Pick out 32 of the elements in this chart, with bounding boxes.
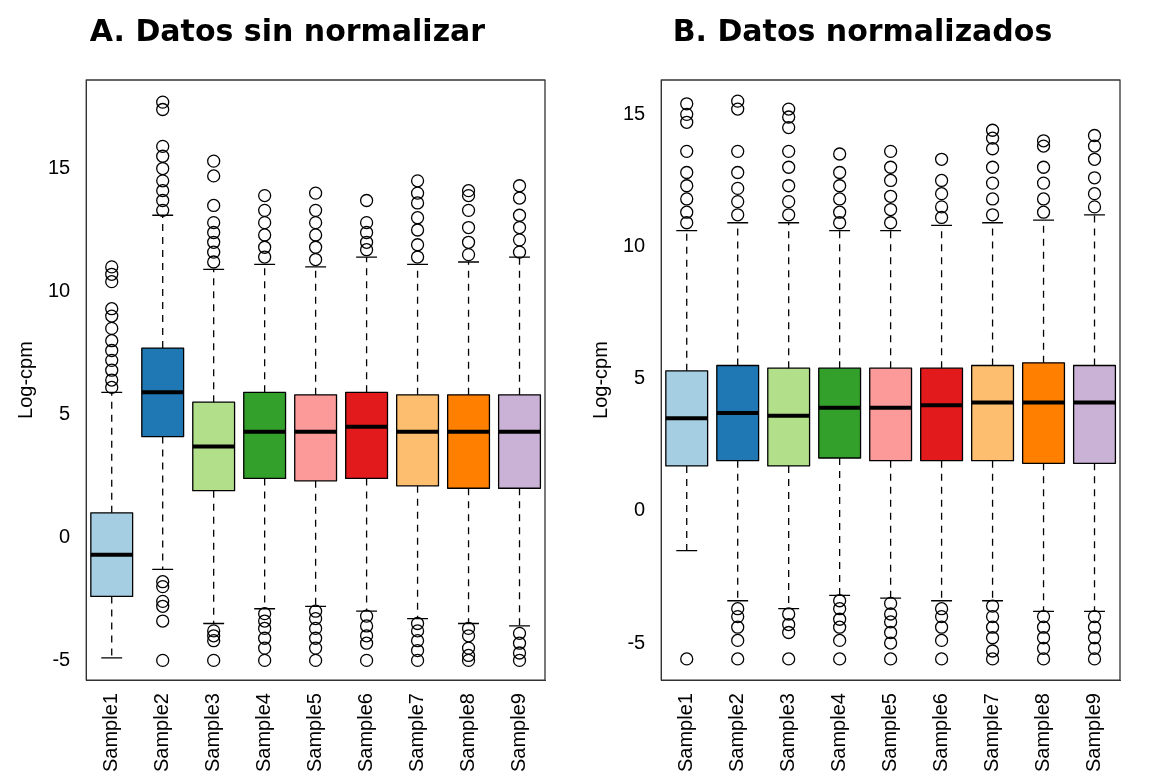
x-tick-label: Sample7 <box>405 693 428 772</box>
x-tick-label: Sample5 <box>878 693 901 772</box>
x-tick-label: Sample6 <box>354 693 377 772</box>
x-tick-label: Sample2 <box>150 693 173 772</box>
x-tick-label: Sample1 <box>99 693 122 772</box>
chart-title: B. Datos normalizados <box>671 12 1054 50</box>
x-tick-label: Sample2 <box>725 693 748 772</box>
x-tick-label: Sample3 <box>776 693 799 772</box>
x-tick-label: Sample5 <box>303 693 326 772</box>
y-tick-label: -5 <box>627 630 646 653</box>
y-tick-label: 15 <box>48 156 71 179</box>
y-tick-label: 0 <box>59 524 71 547</box>
x-tick-label: Sample1 <box>674 693 697 772</box>
y-tick-label: 5 <box>59 401 71 424</box>
y-axis-title: Log-cpm <box>13 341 36 419</box>
x-tick-label: Sample4 <box>827 693 850 772</box>
x-tick-label: Sample6 <box>929 693 952 772</box>
y-tick-label: 10 <box>623 234 646 257</box>
x-tick-label: Sample9 <box>507 693 530 772</box>
x-tick-label: Sample3 <box>201 693 224 772</box>
x-tick-label: Sample8 <box>456 693 479 772</box>
y-tick-label: 5 <box>634 366 646 389</box>
x-tick-label: Sample7 <box>980 693 1003 772</box>
y-tick-label: 15 <box>623 101 646 124</box>
x-tick-label: Sample8 <box>1031 693 1054 772</box>
x-tick-label: Sample4 <box>252 693 275 772</box>
y-tick-label: 0 <box>634 498 646 521</box>
chart-title: A. Datos sin normalizar <box>88 12 487 50</box>
y-tick-label: 10 <box>48 279 71 302</box>
x-tick-label: Sample9 <box>1082 693 1105 772</box>
y-axis-title: Log-cpm <box>588 341 611 419</box>
y-tick-label: -5 <box>52 647 71 670</box>
